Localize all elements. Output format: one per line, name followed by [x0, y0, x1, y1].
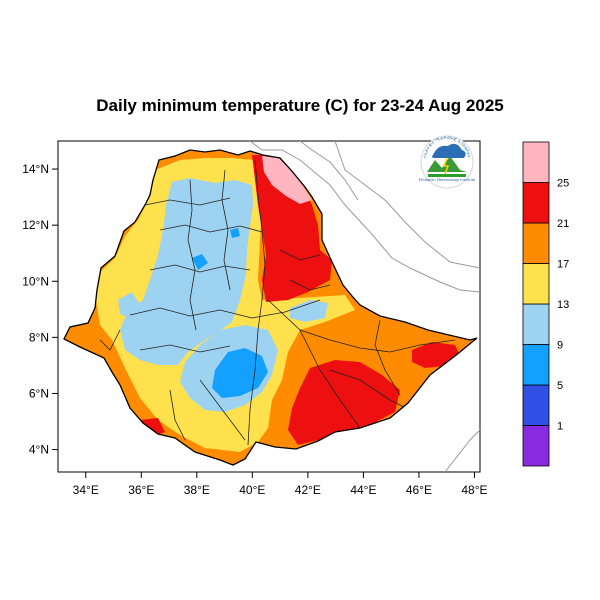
colorbar-label: 5 — [557, 380, 563, 392]
colorbar-label: 21 — [557, 218, 569, 230]
colorbar-label: 13 — [557, 299, 569, 311]
colorbar-swatch — [522, 263, 550, 305]
mountain-icon — [427, 156, 467, 172]
longitude-axis: 34°E 36°E 38°E 40°E 42°E 44°E 46°E 48°E — [73, 472, 488, 497]
colorbar-label: 17 — [557, 259, 569, 271]
institute-logo: Ethiopian Meteorology Institute የኢትዮጵያ ሚ… — [419, 135, 476, 189]
lat-tick-label: 14°N — [22, 162, 49, 176]
lon-tick-label: 46°E — [406, 483, 432, 497]
lon-tick-label: 34°E — [73, 483, 99, 497]
lon-tick-label: 48°E — [461, 483, 487, 497]
neighbor-borders — [249, 140, 481, 473]
colorbar-label: 1 — [557, 421, 563, 433]
colorbar-label: 25 — [557, 178, 569, 190]
colorbar-swatch — [522, 344, 550, 386]
lon-tick-label: 40°E — [239, 483, 265, 497]
lat-tick-label: 6°N — [29, 386, 49, 400]
colorbar-swatch — [522, 141, 550, 183]
admin-borders — [99, 159, 456, 446]
lat-tick-label: 8°N — [29, 330, 49, 344]
colorbar-swatch — [522, 303, 550, 345]
colorbar-label: 9 — [557, 340, 563, 352]
cloud-icon — [432, 143, 466, 158]
latitude-axis: 4°N 6°N 8°N 10°N 12°N 14°N — [22, 162, 58, 457]
colorbar-swatch — [522, 384, 550, 426]
lat-tick-label: 4°N — [29, 443, 49, 457]
lightning-icon — [442, 157, 450, 175]
colorbar-swatch — [522, 425, 550, 467]
lat-tick-label: 12°N — [22, 218, 49, 232]
logo-bottom-text: Ethiopian Meteorology Institute — [419, 178, 476, 182]
lon-tick-label: 42°E — [295, 483, 321, 497]
lon-tick-label: 44°E — [350, 483, 376, 497]
map-title: Daily minimum temperature (C) for 23-24 … — [96, 96, 504, 115]
lon-tick-label: 36°E — [128, 483, 154, 497]
colorbar-swatch — [522, 222, 550, 264]
lat-tick-label: 10°N — [22, 274, 49, 288]
colorbar: 1 5 9 13 17 21 25 — [522, 141, 569, 467]
colorbar-swatch — [522, 182, 550, 224]
lon-tick-label: 38°E — [184, 483, 210, 497]
